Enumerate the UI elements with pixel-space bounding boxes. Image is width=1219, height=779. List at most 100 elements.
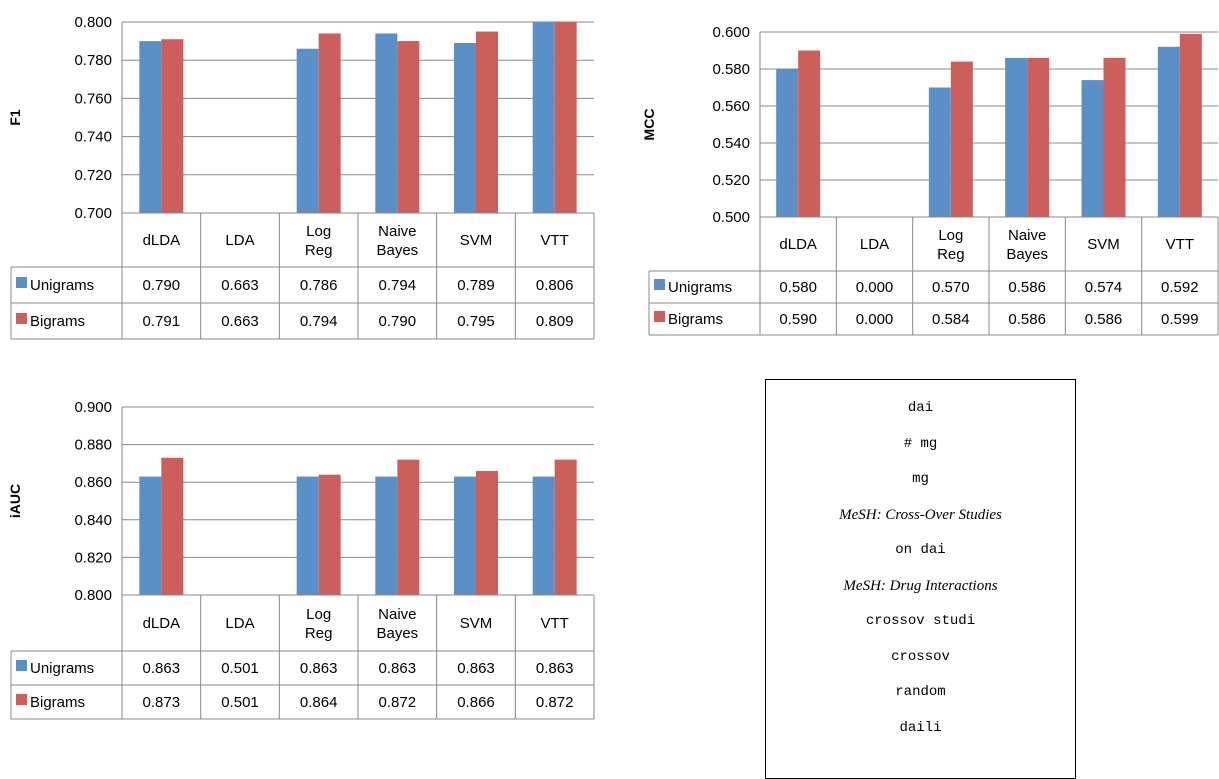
x-category-label: dLDA [143, 232, 181, 249]
bar-unigrams-dlda [776, 69, 799, 217]
x-category-label: Naive Bayes [376, 606, 418, 642]
data-label: 0.794 [379, 277, 417, 294]
data-label: 0.000 [856, 311, 894, 328]
x-category-label: VTT [1166, 236, 1194, 253]
legend-swatch-unigrams [654, 279, 665, 290]
data-label: 0.574 [1085, 279, 1123, 296]
data-label: 0.599 [1161, 311, 1199, 328]
bar-unigrams-log-reg [296, 476, 319, 595]
legend-label-bigrams: Bigrams [30, 313, 85, 330]
y-tick-label: 0.700 [74, 205, 112, 222]
data-label: 0.863 [143, 660, 181, 677]
term-item: crossov [891, 648, 950, 665]
data-label: 0.584 [932, 311, 970, 328]
bar-unigrams-vtt [532, 476, 555, 595]
bar-bigrams-log-reg [950, 61, 973, 217]
term-item: # mg [903, 435, 938, 452]
bar-unigrams-naive-bayes [375, 476, 398, 595]
data-label: 0.586 [1085, 311, 1123, 328]
bar-unigrams-dlda [139, 476, 162, 595]
bar-unigrams-svm [1081, 80, 1104, 217]
data-label: 0.863 [379, 660, 417, 677]
bar-unigrams-naive-bayes [1005, 57, 1028, 218]
data-label: 0.590 [779, 311, 817, 328]
bar-bigrams-naive-bayes [397, 41, 420, 213]
y-tick-label: 0.780 [74, 52, 112, 69]
bar-bigrams-vtt [554, 459, 577, 595]
x-category-label: dLDA [779, 236, 817, 253]
y-tick-label: 0.860 [74, 474, 112, 491]
y-axis-label: MCC [641, 109, 657, 141]
bar-unigrams-svm [454, 43, 476, 214]
data-label: 0.790 [143, 277, 181, 294]
x-category-label: dLDA [143, 615, 181, 632]
legend-swatch-unigrams [16, 277, 27, 288]
data-label: 0.791 [143, 313, 181, 330]
data-label: 0.794 [300, 313, 338, 330]
bar-bigrams-log-reg [318, 474, 341, 595]
y-tick-label: 0.840 [74, 512, 112, 529]
bar-bigrams-svm [476, 470, 498, 595]
data-label: 0.790 [379, 313, 417, 330]
bar-unigrams-log-reg [296, 48, 319, 213]
y-tick-label: 0.580 [712, 61, 750, 78]
y-axis-label: iAUC [7, 484, 23, 518]
y-axis-label: F1 [7, 109, 23, 126]
y-tick-label: 0.740 [74, 129, 112, 146]
data-label: 0.501 [221, 694, 259, 711]
x-category-label: Log Reg [937, 227, 965, 263]
y-tick-label: 0.820 [74, 549, 112, 566]
data-label: 0.592 [1161, 279, 1199, 296]
bar-unigrams-dlda [139, 41, 162, 213]
x-category-label: SVM [460, 232, 493, 249]
term-item: dai [907, 400, 934, 416]
bar-unigrams-vtt [532, 22, 555, 213]
data-label: 0.586 [1008, 279, 1046, 296]
bar-bigrams-dlda [798, 50, 821, 217]
bar-bigrams-vtt [554, 22, 577, 213]
data-label: 0.809 [536, 313, 574, 330]
bar-unigrams-log-reg [928, 87, 951, 217]
data-label: 0.786 [300, 277, 338, 294]
data-label: 0.872 [536, 694, 574, 711]
data-label: 0.863 [300, 660, 338, 677]
y-tick-label: 0.800 [74, 14, 112, 31]
data-label: 0.663 [221, 277, 259, 294]
terms-list: dai # mg mg MeSH: Cross-Over Studies on dai M… [765, 379, 1076, 779]
y-tick-label: 0.600 [712, 24, 750, 41]
bar-bigrams-log-reg [318, 33, 341, 214]
data-label: 0.863 [457, 660, 495, 677]
bar-bigrams-dlda [161, 457, 184, 595]
legend-label-unigrams: Unigrams [30, 277, 94, 294]
term-item: daili [899, 719, 942, 736]
data-label: 0.872 [379, 694, 417, 711]
f1-chart: 0.700 0.720 0.740 0.760 0.780 0.800 F1 dLDA LDA L… [7, 14, 595, 340]
y-tick-label: 0.900 [74, 399, 112, 416]
data-label: 0.864 [300, 694, 338, 711]
term-item: mg [912, 471, 929, 487]
bar-unigrams-naive-bayes [375, 33, 398, 214]
data-label: 0.863 [536, 660, 574, 677]
x-category-label: Naive Bayes [1006, 227, 1048, 263]
bar-unigrams-svm [454, 476, 476, 595]
bar-bigrams-svm [476, 31, 498, 213]
bar-bigrams-dlda [161, 39, 184, 213]
x-category-label: VTT [540, 615, 568, 632]
data-label: 0.663 [221, 313, 259, 330]
bar-bigrams-svm [1103, 57, 1126, 218]
term-item: random [895, 684, 946, 700]
legend-swatch-unigrams [16, 660, 27, 671]
legend-label-unigrams: Unigrams [30, 660, 94, 677]
y-tick-label: 0.540 [712, 135, 750, 152]
iauc-chart: 0.800 0.820 0.840 0.860 0.880 0.900 iAUC dLDA LD… [7, 399, 595, 720]
legend-swatch-bigrams [654, 311, 665, 322]
y-tick-label: 0.720 [74, 167, 112, 184]
legend-swatch-bigrams [16, 694, 27, 705]
term-item: crossov studi [865, 613, 976, 629]
data-label: 0.501 [221, 660, 259, 677]
term-item: on dai [895, 542, 946, 558]
y-tick-label: 0.760 [74, 90, 112, 107]
y-tick-label: 0.880 [74, 437, 112, 454]
legend-label-bigrams: Bigrams [30, 694, 85, 711]
data-label: 0.000 [856, 279, 894, 296]
